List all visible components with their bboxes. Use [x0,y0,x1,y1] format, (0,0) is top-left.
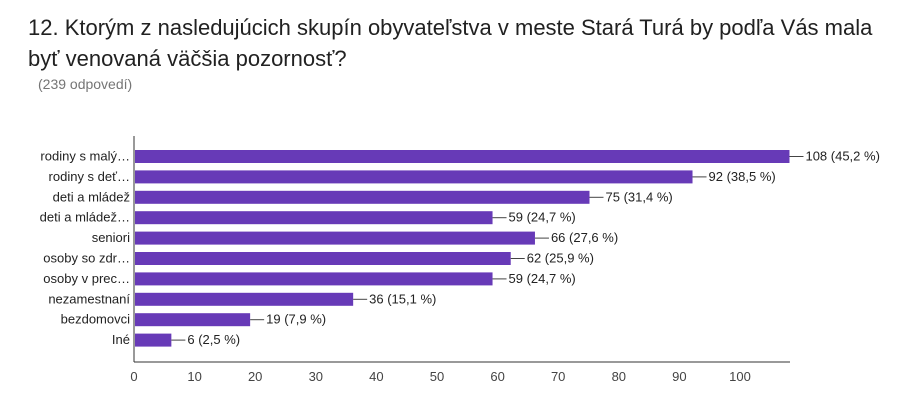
bar [135,170,693,184]
question-title: 12. Ktorým z nasledujúcich skupín obyvat… [28,15,873,71]
category-label: nezamestnaní [48,291,130,306]
data-label: 59 (24,7 %) [509,271,576,286]
category-label: deti a mládež [53,189,130,204]
x-tick-label: 60 [490,369,504,384]
x-tick-label: 70 [551,369,565,384]
bar [135,292,354,306]
data-label: 75 (31,4 %) [606,189,673,204]
data-label: 6 (2,5 %) [187,332,240,347]
x-tick-label: 100 [729,369,751,384]
bar [135,252,511,265]
x-tick-label: 80 [612,369,626,384]
x-tick-label: 10 [187,369,201,384]
bar [135,313,251,327]
x-tick-label: 20 [248,369,262,384]
bar [135,333,172,347]
data-label: 62 (25,9 %) [527,251,594,266]
data-label: 36 (15,1 %) [369,291,436,306]
data-label: 66 (27,6 %) [551,230,618,245]
response-count: (239 odpovedí) [38,76,133,92]
data-label: 19 (7,9 %) [266,312,326,327]
x-tick-label: 50 [430,369,444,384]
x-tick-label: 30 [309,369,323,384]
bar [135,150,790,163]
bar [135,211,493,225]
category-label: rodiny s deť… [49,169,130,184]
category-label: osoby v prec… [43,271,130,286]
category-label: rodiny s malý… [40,149,130,164]
category-label: Iné [112,332,130,347]
data-label: 92 (38,5 %) [709,169,776,184]
bar [135,190,590,204]
bar [135,231,535,245]
x-tick-label: 40 [369,369,383,384]
category-label: osoby so zdr… [43,251,130,266]
category-label: seniori [92,230,130,245]
category-label: bezdomovci [61,312,130,327]
category-label: deti a mládež… [40,210,130,225]
x-tick-label: 0 [130,369,137,384]
bar [135,272,493,286]
x-tick-label: 90 [672,369,686,384]
data-label: 59 (24,7 %) [509,210,576,225]
data-label: 108 (45,2 %) [805,149,879,164]
